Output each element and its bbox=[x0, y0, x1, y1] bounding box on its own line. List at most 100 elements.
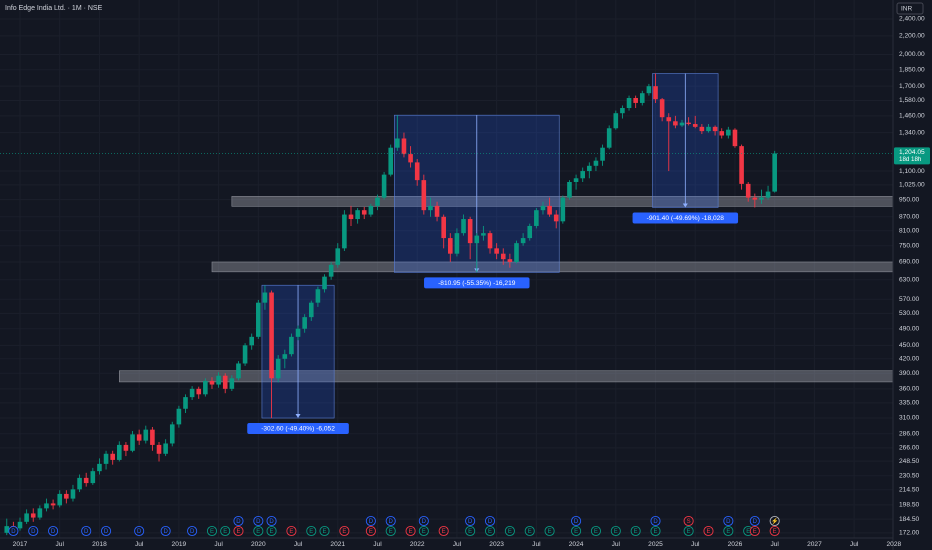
price-zone[interactable] bbox=[119, 370, 894, 383]
event-label: E bbox=[746, 529, 750, 535]
candle-body bbox=[83, 477, 89, 484]
event-marker[interactable] bbox=[465, 525, 476, 537]
event-label: E bbox=[574, 529, 578, 535]
event-marker[interactable] bbox=[405, 525, 416, 537]
event-marker[interactable] bbox=[365, 515, 376, 527]
candle-body bbox=[613, 113, 619, 129]
event-marker[interactable] bbox=[524, 525, 535, 537]
candle-body bbox=[633, 98, 638, 103]
event-marker[interactable] bbox=[544, 525, 555, 537]
y-tick-label: 214.50 bbox=[899, 487, 920, 494]
event-marker[interactable] bbox=[465, 515, 476, 527]
y-tick-label: 1,850.00 bbox=[899, 66, 925, 73]
y-tick-label: 570.00 bbox=[899, 296, 920, 303]
event-marker[interactable] bbox=[319, 525, 330, 537]
event-marker[interactable] bbox=[48, 525, 59, 537]
event-marker[interactable] bbox=[630, 525, 641, 537]
event-marker[interactable] bbox=[8, 525, 19, 537]
event-marker[interactable] bbox=[723, 525, 734, 537]
event-marker[interactable] bbox=[81, 525, 92, 537]
event-marker[interactable] bbox=[101, 525, 112, 537]
y-tick-label: 286.00 bbox=[899, 430, 920, 437]
event-marker[interactable] bbox=[187, 525, 198, 537]
x-tick-label: Jul bbox=[532, 541, 541, 548]
event-marker[interactable] bbox=[683, 525, 694, 537]
candle-body bbox=[289, 336, 294, 355]
event-label: E bbox=[654, 529, 658, 535]
event-marker[interactable] bbox=[134, 525, 145, 537]
candle-body bbox=[97, 463, 102, 472]
x-tick-label: Jul bbox=[214, 541, 223, 548]
event-marker[interactable] bbox=[703, 525, 714, 537]
event-marker[interactable] bbox=[220, 525, 231, 537]
event-marker[interactable] bbox=[233, 525, 244, 537]
event-marker[interactable] bbox=[571, 525, 582, 537]
event-marker[interactable] bbox=[266, 525, 277, 537]
event-marker[interactable] bbox=[253, 515, 264, 527]
candle-body bbox=[44, 503, 49, 509]
event-marker[interactable] bbox=[749, 525, 760, 537]
candle-body bbox=[24, 513, 29, 522]
candle-body bbox=[706, 126, 711, 132]
event-marker[interactable] bbox=[438, 525, 449, 537]
event-label: E bbox=[753, 529, 757, 535]
event-marker[interactable] bbox=[306, 525, 317, 537]
candle-body bbox=[282, 354, 288, 359]
event-marker[interactable] bbox=[650, 525, 661, 537]
event-marker[interactable] bbox=[385, 525, 396, 537]
y-tick-label: 335.00 bbox=[899, 400, 920, 407]
event-marker[interactable] bbox=[504, 525, 515, 537]
event-marker[interactable] bbox=[206, 525, 218, 537]
event-marker[interactable] bbox=[723, 515, 734, 527]
event-marker[interactable] bbox=[266, 515, 277, 527]
event-label: E bbox=[706, 529, 710, 535]
event-label: E bbox=[528, 529, 532, 535]
event-label: D bbox=[574, 519, 579, 525]
candle-body bbox=[17, 521, 23, 529]
event-marker[interactable] bbox=[650, 515, 661, 527]
y-tick-label: 360.00 bbox=[899, 386, 920, 393]
x-tick-label: 2020 bbox=[251, 541, 266, 548]
event-marker[interactable] bbox=[769, 515, 780, 527]
event-marker[interactable] bbox=[610, 525, 621, 537]
event-marker[interactable] bbox=[365, 525, 376, 537]
event-marker[interactable] bbox=[769, 525, 780, 537]
event-marker[interactable] bbox=[683, 515, 694, 527]
event-label: S bbox=[687, 519, 691, 525]
event-marker[interactable] bbox=[590, 525, 601, 537]
event-marker[interactable] bbox=[418, 515, 429, 527]
x-tick-label: 2024 bbox=[569, 541, 584, 548]
event-marker[interactable] bbox=[571, 515, 582, 527]
x-tick-label: Jul bbox=[770, 541, 779, 548]
event-marker[interactable] bbox=[385, 515, 396, 527]
event-label: E bbox=[210, 529, 214, 535]
event-marker[interactable] bbox=[286, 525, 297, 537]
event-marker[interactable] bbox=[484, 525, 496, 537]
y-tick-label: 172.00 bbox=[899, 530, 920, 537]
y-tick-label: 230.50 bbox=[899, 473, 920, 480]
candle-body bbox=[560, 197, 566, 222]
event-label: E bbox=[614, 529, 618, 535]
candle-body bbox=[520, 238, 526, 244]
candle-body bbox=[401, 138, 407, 155]
candle-body bbox=[580, 171, 585, 179]
currency-box[interactable] bbox=[896, 2, 924, 15]
candle-body bbox=[454, 233, 460, 254]
candle-body bbox=[308, 302, 314, 318]
event-marker[interactable] bbox=[28, 525, 39, 537]
x-tick-label: 2023 bbox=[489, 541, 504, 548]
event-marker[interactable] bbox=[253, 525, 264, 537]
event-marker[interactable] bbox=[749, 515, 760, 527]
event-marker[interactable] bbox=[233, 515, 244, 527]
candle-body bbox=[481, 233, 486, 236]
event-marker[interactable] bbox=[484, 515, 496, 527]
event-marker[interactable] bbox=[339, 525, 350, 537]
event-marker[interactable] bbox=[418, 525, 429, 537]
candle-body bbox=[249, 336, 254, 346]
y-tick-label: 690.00 bbox=[899, 259, 920, 266]
range-label-box bbox=[247, 423, 349, 435]
candle-body bbox=[117, 444, 122, 460]
event-marker[interactable] bbox=[160, 525, 171, 537]
